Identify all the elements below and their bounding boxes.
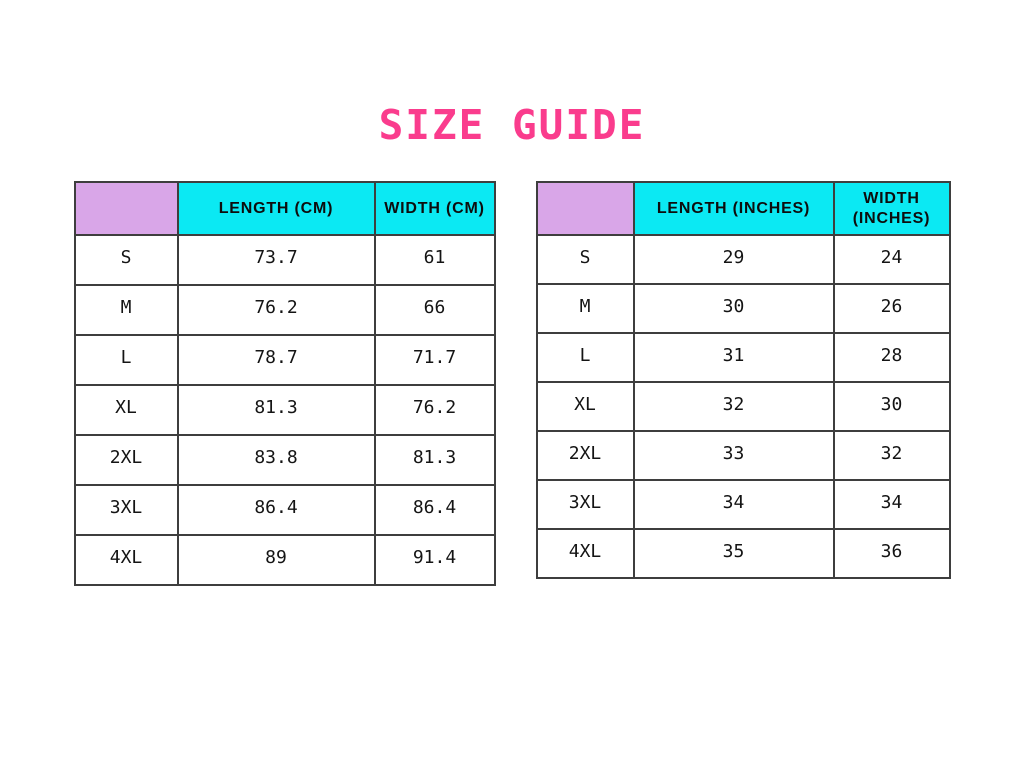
table-body-inches: S 29 24 M 30 26 L 31 28 XL 32 30 2XL 33 32 3XL 34 34 4XL 35…	[535, 234, 951, 579]
table-row: L 78.7 71.7	[73, 334, 496, 386]
width-inches-header: WIDTH (INCHES)	[832, 181, 951, 236]
width-cell: 86.4	[373, 484, 496, 536]
header-row-cm: LENGTH (CM) WIDTH (CM)	[73, 181, 496, 236]
width-cell: 34	[832, 479, 951, 530]
width-cell: 81.3	[373, 434, 496, 486]
size-cell: L	[73, 334, 179, 386]
length-cell: 33	[632, 430, 835, 481]
table-row: 4XL 89 91.4	[73, 534, 496, 586]
size-cell: 4XL	[73, 534, 179, 586]
width-cm-header: WIDTH (CM)	[373, 181, 496, 236]
length-inches-header: LENGTH (INCHES)	[632, 181, 835, 236]
length-cell: 89	[176, 534, 376, 586]
table-row: XL 81.3 76.2	[73, 384, 496, 436]
size-cell: XL	[73, 384, 179, 436]
length-cell: 76.2	[176, 284, 376, 336]
width-cell: 66	[373, 284, 496, 336]
length-cell: 30	[632, 283, 835, 334]
size-cell: XL	[535, 381, 635, 432]
size-cell: M	[535, 283, 635, 334]
width-cell: 28	[832, 332, 951, 383]
size-table-cm: LENGTH (CM) WIDTH (CM) S 73.7 61 M 76.2 66 L 78…	[73, 181, 496, 586]
table-row: L 31 28	[535, 332, 951, 383]
length-cell: 32	[632, 381, 835, 432]
corner-cell-cm	[73, 181, 179, 236]
page-title: SIZE GUIDE	[378, 101, 646, 149]
length-cell: 29	[632, 234, 835, 285]
size-cell: 2XL	[535, 430, 635, 481]
width-cell: 61	[373, 234, 496, 286]
size-cell: 2XL	[73, 434, 179, 486]
table-row: S 73.7 61	[73, 234, 496, 286]
size-cell: 3XL	[73, 484, 179, 536]
corner-cell-inches	[535, 181, 635, 236]
size-cell: M	[73, 284, 179, 336]
length-cell: 83.8	[176, 434, 376, 486]
size-cell: 3XL	[535, 479, 635, 530]
table-row: M 30 26	[535, 283, 951, 334]
length-cell: 31	[632, 332, 835, 383]
table-row: M 76.2 66	[73, 284, 496, 336]
size-cell: L	[535, 332, 635, 383]
width-cell: 76.2	[373, 384, 496, 436]
length-cell: 86.4	[176, 484, 376, 536]
width-cell: 26	[832, 283, 951, 334]
width-cell: 30	[832, 381, 951, 432]
length-cell: 78.7	[176, 334, 376, 386]
length-cell: 34	[632, 479, 835, 530]
length-cell: 81.3	[176, 384, 376, 436]
table-body-cm: S 73.7 61 M 76.2 66 L 78.7 71.7 XL 81.3 76.2 2XL 83.8…	[73, 234, 496, 586]
length-cell: 73.7	[176, 234, 376, 286]
width-cell: 91.4	[373, 534, 496, 586]
length-cm-header: LENGTH (CM)	[176, 181, 376, 236]
header-row-inches: LENGTH (INCHES) WIDTH (INCHES)	[535, 181, 951, 236]
size-cell: S	[535, 234, 635, 285]
width-cell: 32	[832, 430, 951, 481]
width-cell: 36	[832, 528, 951, 579]
table-row: S 29 24	[535, 234, 951, 285]
tables-container: LENGTH (CM) WIDTH (CM) S 73.7 61 M 76.2 66 L 78…	[0, 181, 1024, 586]
table-row: 3XL 86.4 86.4	[73, 484, 496, 536]
length-cell: 35	[632, 528, 835, 579]
width-cell: 71.7	[373, 334, 496, 386]
table-row: 3XL 34 34	[535, 479, 951, 530]
table-row: 2XL 83.8 81.3	[73, 434, 496, 486]
table-row: 4XL 35 36	[535, 528, 951, 579]
size-table-inches: LENGTH (INCHES) WIDTH (INCHES) S 29 24 M 30 2…	[535, 181, 951, 579]
table-row: XL 32 30	[535, 381, 951, 432]
width-cell: 24	[832, 234, 951, 285]
size-cell: 4XL	[535, 528, 635, 579]
size-cell: S	[73, 234, 179, 286]
table-row: 2XL 33 32	[535, 430, 951, 481]
